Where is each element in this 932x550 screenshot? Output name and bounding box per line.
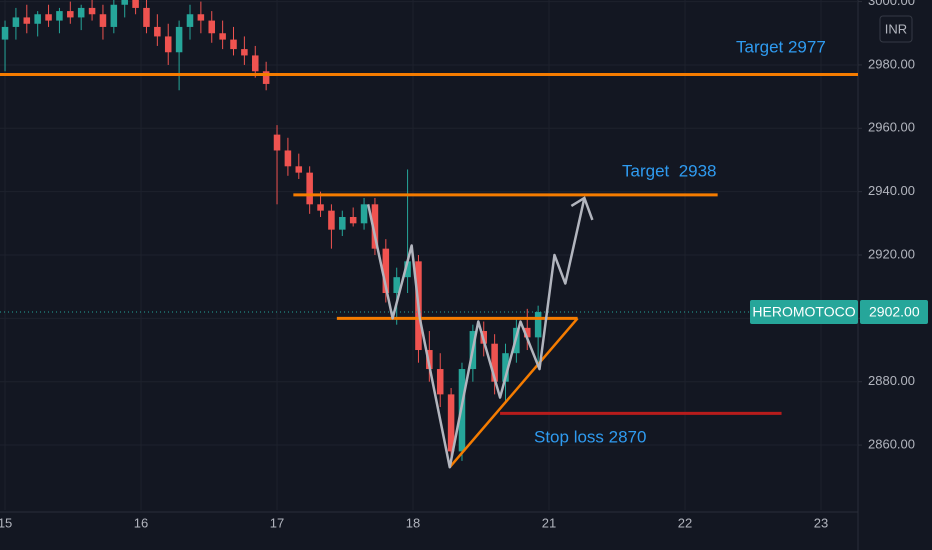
candle-body [404,261,411,278]
y-tick-label: 2880.00 [868,373,915,388]
candle-body [175,26,183,53]
candle-body [262,71,270,84]
candle-body [154,26,161,37]
annotation: Stop loss 2870 [534,427,646,446]
x-tick-label: 22 [678,515,692,530]
x-tick-label: 16 [134,515,148,530]
currency-box[interactable] [879,15,913,43]
candle-body [360,204,368,224]
candle-body [295,166,303,173]
candle-body [88,7,96,15]
annotation: Target 2938 [622,161,717,180]
candle-body [382,248,390,294]
candle-body [56,11,63,21]
candle-body [339,216,346,230]
candle-body [132,0,139,8]
candle-body [328,210,335,230]
candle-body [110,4,118,27]
candle-body [284,150,292,167]
candle-body [393,277,400,294]
candle-body [34,14,41,24]
candle-body [143,7,150,27]
y-tick-label: 2940.00 [868,183,915,198]
candle-body [164,36,172,53]
candle-body [241,49,248,56]
candle-body [317,204,324,211]
candle-body [208,20,216,34]
candle-body [1,26,9,40]
candle-body [219,33,226,40]
candle-body [523,327,531,338]
x-tick-label: 23 [814,515,828,530]
y-tick-label: 3000.00 [868,0,915,8]
candle-body [99,14,107,27]
x-tick-label: 21 [542,515,556,530]
candle-body [230,39,237,50]
x-tick-label: 15 [0,515,12,530]
candle-body [121,0,128,5]
y-tick-label: 2920.00 [868,246,915,261]
y-tick-label: 2980.00 [868,56,915,71]
candle-body [534,312,542,338]
candle-body [67,11,74,18]
candle-body [186,14,194,27]
candle-body [491,343,498,382]
candle-body [23,17,31,24]
last-price-label: 2902.00 [869,304,920,320]
symbol-label: HEROMOTOCO [752,304,855,320]
y-tick-label: 2860.00 [868,436,915,451]
candle-body [197,14,205,21]
symbol-tag [750,300,858,325]
trend-line [448,317,579,469]
candle-body [77,7,85,18]
x-tick-label: 18 [406,515,420,530]
projection-arrowhead [570,196,594,221]
price-tag [860,300,928,325]
annotation: Target 2977 [736,37,826,56]
y-tick-label: 2960.00 [868,120,915,135]
candle-body [252,55,259,72]
currency[interactable]: INR [885,21,907,36]
candle-body [349,216,357,224]
projection-path [366,197,586,469]
candle-body [447,394,455,452]
candle-body [371,204,379,249]
candle-body [436,369,444,395]
candle-body [45,14,52,21]
x-tick-label: 17 [270,515,284,530]
candle-body [502,353,509,382]
candle-body [306,172,313,205]
candle-body [273,134,281,151]
candle-body [12,17,20,27]
